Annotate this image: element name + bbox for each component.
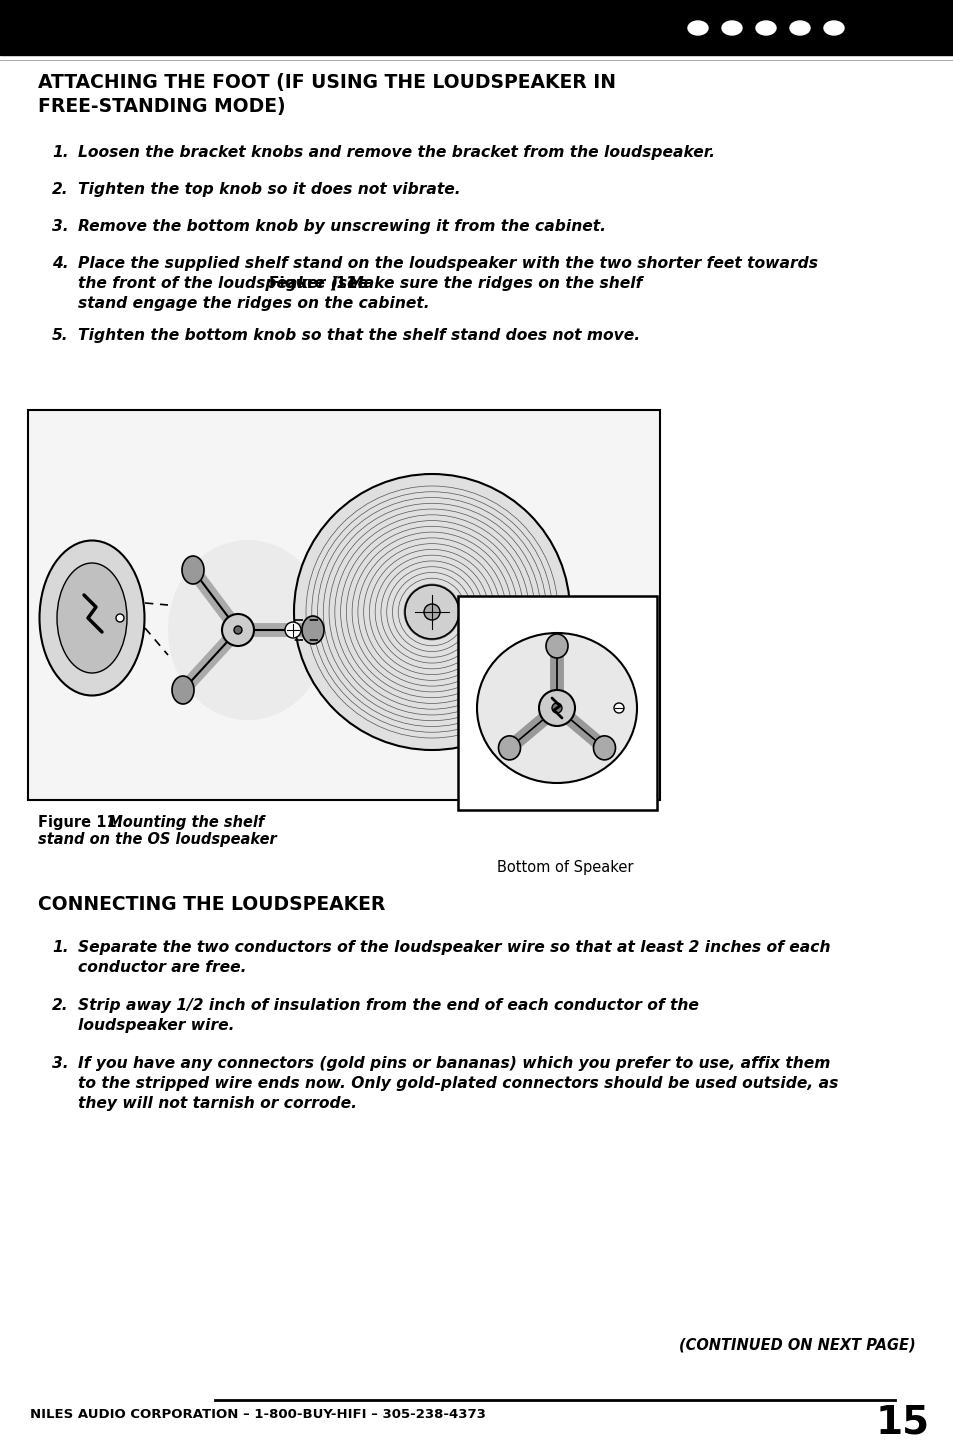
Ellipse shape bbox=[57, 562, 127, 673]
Text: Bottom of Speaker: Bottom of Speaker bbox=[497, 860, 633, 875]
Text: loudspeaker wire.: loudspeaker wire. bbox=[78, 1019, 234, 1033]
Ellipse shape bbox=[823, 20, 843, 35]
Text: Figure 11.: Figure 11. bbox=[38, 815, 122, 830]
Ellipse shape bbox=[172, 676, 193, 705]
Ellipse shape bbox=[302, 616, 324, 644]
Circle shape bbox=[233, 626, 242, 634]
Text: to the stripped wire ends now. Only gold-plated connectors should be used outsid: to the stripped wire ends now. Only gold… bbox=[78, 1077, 838, 1091]
Ellipse shape bbox=[476, 634, 637, 783]
Text: 1.: 1. bbox=[52, 940, 69, 955]
Text: 5.: 5. bbox=[52, 328, 69, 343]
Ellipse shape bbox=[168, 541, 328, 721]
Circle shape bbox=[614, 703, 623, 713]
Bar bbox=[28, 410, 659, 801]
Circle shape bbox=[423, 604, 439, 620]
Text: 1.: 1. bbox=[52, 145, 69, 160]
Text: CONNECTING THE LOUDSPEAKER: CONNECTING THE LOUDSPEAKER bbox=[38, 895, 385, 914]
Text: 2.: 2. bbox=[52, 182, 69, 198]
Ellipse shape bbox=[545, 634, 567, 658]
Text: 4.: 4. bbox=[52, 256, 69, 272]
Text: Loosen the bracket knobs and remove the bracket from the loudspeaker.: Loosen the bracket knobs and remove the … bbox=[78, 145, 714, 160]
Ellipse shape bbox=[593, 735, 615, 760]
Ellipse shape bbox=[182, 556, 204, 584]
Ellipse shape bbox=[498, 735, 520, 760]
Text: Place the supplied shelf stand on the loudspeaker with the two shorter feet towa: Place the supplied shelf stand on the lo… bbox=[78, 256, 817, 272]
Circle shape bbox=[294, 474, 569, 750]
Text: ). Make sure the ridges on the shelf: ). Make sure the ridges on the shelf bbox=[330, 276, 641, 291]
Text: If you have any connectors (gold pins or bananas) which you prefer to use, affix: If you have any connectors (gold pins or… bbox=[78, 1056, 829, 1071]
Text: Strip away 1/2 inch of insulation from the end of each conductor of the: Strip away 1/2 inch of insulation from t… bbox=[78, 998, 699, 1013]
Circle shape bbox=[405, 586, 458, 639]
Text: Separate the two conductors of the loudspeaker wire so that at least 2 inches of: Separate the two conductors of the louds… bbox=[78, 940, 830, 955]
Bar bbox=[457, 596, 657, 809]
Text: Figure  11: Figure 11 bbox=[269, 276, 357, 291]
Circle shape bbox=[285, 622, 301, 638]
Text: stand engage the ridges on the cabinet.: stand engage the ridges on the cabinet. bbox=[78, 296, 429, 311]
Text: Tighten the top knob so it does not vibrate.: Tighten the top knob so it does not vibr… bbox=[78, 182, 460, 198]
Text: they will not tarnish or corrode.: they will not tarnish or corrode. bbox=[78, 1096, 356, 1112]
Ellipse shape bbox=[687, 20, 707, 35]
Text: Mounting the shelf: Mounting the shelf bbox=[98, 815, 264, 830]
Ellipse shape bbox=[39, 541, 144, 696]
Text: ATTACHING THE FOOT (IF USING THE LOUDSPEAKER IN: ATTACHING THE FOOT (IF USING THE LOUDSPE… bbox=[38, 73, 616, 92]
Ellipse shape bbox=[721, 20, 741, 35]
Text: FREE-STANDING MODE): FREE-STANDING MODE) bbox=[38, 97, 285, 116]
Text: 3.: 3. bbox=[52, 219, 69, 234]
Text: conductor are free.: conductor are free. bbox=[78, 960, 246, 975]
Text: (CONTINUED ON NEXT PAGE): (CONTINUED ON NEXT PAGE) bbox=[679, 1338, 915, 1353]
Circle shape bbox=[552, 703, 561, 713]
Text: stand on the OS loudspeaker: stand on the OS loudspeaker bbox=[38, 833, 276, 847]
Circle shape bbox=[116, 615, 124, 622]
Text: 3.: 3. bbox=[52, 1056, 69, 1071]
Text: the front of the loudspeaker (see: the front of the loudspeaker (see bbox=[78, 276, 374, 291]
Text: 2.: 2. bbox=[52, 998, 69, 1013]
Circle shape bbox=[538, 690, 575, 726]
Ellipse shape bbox=[789, 20, 809, 35]
Circle shape bbox=[222, 615, 253, 647]
Text: Tighten the bottom knob so that the shelf stand does not move.: Tighten the bottom knob so that the shel… bbox=[78, 328, 639, 343]
Bar bbox=[0, 0, 953, 55]
Ellipse shape bbox=[755, 20, 775, 35]
Text: NILES AUDIO CORPORATION – 1-800-BUY-HIFI – 305-238-4373: NILES AUDIO CORPORATION – 1-800-BUY-HIFI… bbox=[30, 1408, 485, 1421]
Text: Remove the bottom knob by unscrewing it from the cabinet.: Remove the bottom knob by unscrewing it … bbox=[78, 219, 605, 234]
Text: 15: 15 bbox=[875, 1404, 929, 1441]
